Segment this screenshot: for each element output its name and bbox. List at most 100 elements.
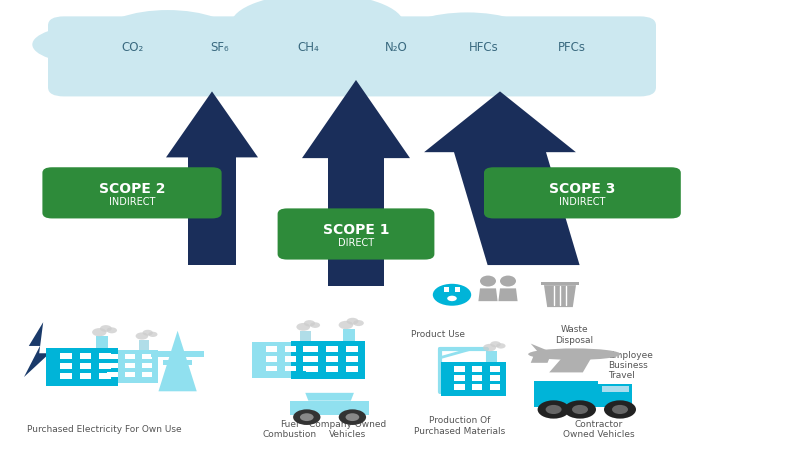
Polygon shape [498, 288, 518, 301]
Polygon shape [342, 329, 354, 341]
Polygon shape [444, 287, 449, 292]
Polygon shape [424, 91, 579, 265]
Text: CO₂: CO₂ [121, 42, 143, 54]
Polygon shape [303, 356, 314, 362]
Text: Production Of
Purchased Materials: Production Of Purchased Materials [414, 416, 506, 436]
Polygon shape [188, 157, 236, 265]
Ellipse shape [483, 344, 496, 351]
Text: SCOPE 3: SCOPE 3 [550, 182, 615, 196]
Polygon shape [454, 375, 465, 381]
Polygon shape [490, 375, 500, 381]
Polygon shape [300, 331, 311, 342]
Polygon shape [163, 360, 192, 365]
Ellipse shape [102, 10, 234, 60]
Polygon shape [550, 355, 593, 372]
Ellipse shape [447, 296, 457, 301]
Ellipse shape [300, 413, 314, 421]
Polygon shape [541, 282, 579, 285]
Polygon shape [60, 373, 72, 379]
Ellipse shape [142, 330, 153, 336]
Polygon shape [107, 354, 118, 359]
Ellipse shape [564, 400, 596, 419]
Polygon shape [490, 384, 500, 390]
Text: CH₄: CH₄ [297, 42, 319, 54]
Polygon shape [530, 355, 551, 363]
Text: HFCs: HFCs [469, 42, 499, 54]
Polygon shape [534, 381, 598, 407]
Polygon shape [80, 363, 91, 369]
Polygon shape [60, 363, 72, 369]
Polygon shape [80, 353, 91, 359]
Polygon shape [291, 341, 365, 379]
Polygon shape [158, 331, 197, 391]
Ellipse shape [480, 276, 496, 287]
Text: DIRECT: DIRECT [338, 238, 374, 248]
FancyBboxPatch shape [484, 167, 681, 218]
Polygon shape [306, 356, 318, 362]
Polygon shape [544, 285, 576, 307]
Polygon shape [46, 348, 118, 386]
Polygon shape [107, 363, 118, 368]
Ellipse shape [500, 276, 516, 287]
Text: Purchased Electricity For Own Use: Purchased Electricity For Own Use [26, 425, 182, 434]
Ellipse shape [612, 405, 628, 414]
Ellipse shape [346, 413, 359, 421]
Ellipse shape [296, 323, 310, 331]
Text: Contractor
Owned Vehicles: Contractor Owned Vehicles [562, 420, 634, 439]
Polygon shape [80, 373, 91, 379]
Polygon shape [60, 353, 72, 359]
Ellipse shape [231, 0, 404, 55]
FancyBboxPatch shape [42, 167, 222, 218]
Polygon shape [125, 363, 135, 368]
Polygon shape [346, 367, 358, 372]
Ellipse shape [92, 328, 106, 336]
Polygon shape [99, 353, 111, 359]
Ellipse shape [546, 405, 562, 414]
Polygon shape [602, 386, 629, 392]
FancyBboxPatch shape [48, 16, 656, 96]
Ellipse shape [293, 409, 321, 425]
Ellipse shape [490, 341, 501, 347]
Text: Fuel
Combustion: Fuel Combustion [262, 420, 317, 439]
Ellipse shape [534, 29, 643, 65]
Polygon shape [455, 287, 460, 292]
Polygon shape [125, 372, 135, 377]
Polygon shape [285, 356, 296, 362]
Polygon shape [166, 91, 258, 157]
Polygon shape [96, 336, 108, 348]
Polygon shape [598, 384, 632, 407]
Polygon shape [142, 363, 152, 368]
Polygon shape [266, 366, 277, 372]
Polygon shape [290, 401, 369, 414]
Text: PFCs: PFCs [558, 42, 586, 54]
Ellipse shape [346, 318, 358, 324]
Ellipse shape [496, 343, 506, 349]
Polygon shape [94, 350, 158, 383]
Polygon shape [266, 356, 277, 362]
Polygon shape [24, 322, 50, 377]
Polygon shape [306, 367, 318, 372]
Polygon shape [139, 340, 150, 350]
Polygon shape [302, 80, 410, 158]
Polygon shape [107, 372, 118, 377]
Text: SF₆: SF₆ [210, 42, 230, 54]
Polygon shape [99, 363, 111, 369]
Polygon shape [472, 366, 482, 372]
Polygon shape [285, 366, 296, 372]
Polygon shape [151, 351, 204, 357]
Ellipse shape [538, 400, 570, 419]
Ellipse shape [136, 332, 148, 340]
Ellipse shape [401, 12, 534, 60]
Polygon shape [490, 366, 500, 372]
Polygon shape [303, 366, 314, 372]
Polygon shape [306, 393, 354, 401]
Polygon shape [142, 354, 152, 359]
Text: Waste
Disposal: Waste Disposal [555, 325, 594, 345]
Polygon shape [326, 356, 338, 362]
Polygon shape [441, 362, 506, 396]
Polygon shape [530, 344, 554, 353]
Ellipse shape [528, 348, 621, 360]
Polygon shape [285, 346, 296, 352]
Text: SCOPE 1: SCOPE 1 [322, 223, 390, 237]
Ellipse shape [338, 409, 366, 425]
